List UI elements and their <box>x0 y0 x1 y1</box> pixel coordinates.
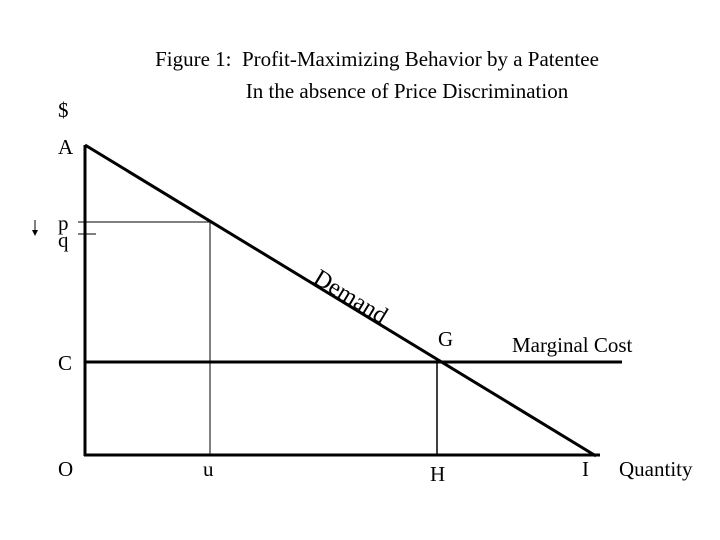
label: u <box>203 457 214 481</box>
demand-curve <box>84 143 597 458</box>
label: H <box>430 462 445 486</box>
label: Quantity <box>619 457 693 481</box>
label: q <box>58 228 69 252</box>
title-line: In the absence of Price Discrimination <box>246 79 569 103</box>
label: A <box>58 135 74 159</box>
arrow-head <box>32 230 38 236</box>
label: G <box>438 327 453 351</box>
label: O <box>58 457 73 481</box>
label: C <box>58 351 72 375</box>
label: p <box>58 211 69 235</box>
label: Marginal Cost <box>512 333 633 357</box>
label: $ <box>58 98 69 122</box>
label: I <box>582 457 589 481</box>
title-line: Figure 1: Profit-Maximizing Behavior by … <box>155 47 599 71</box>
demand-label: Demand <box>309 265 392 329</box>
